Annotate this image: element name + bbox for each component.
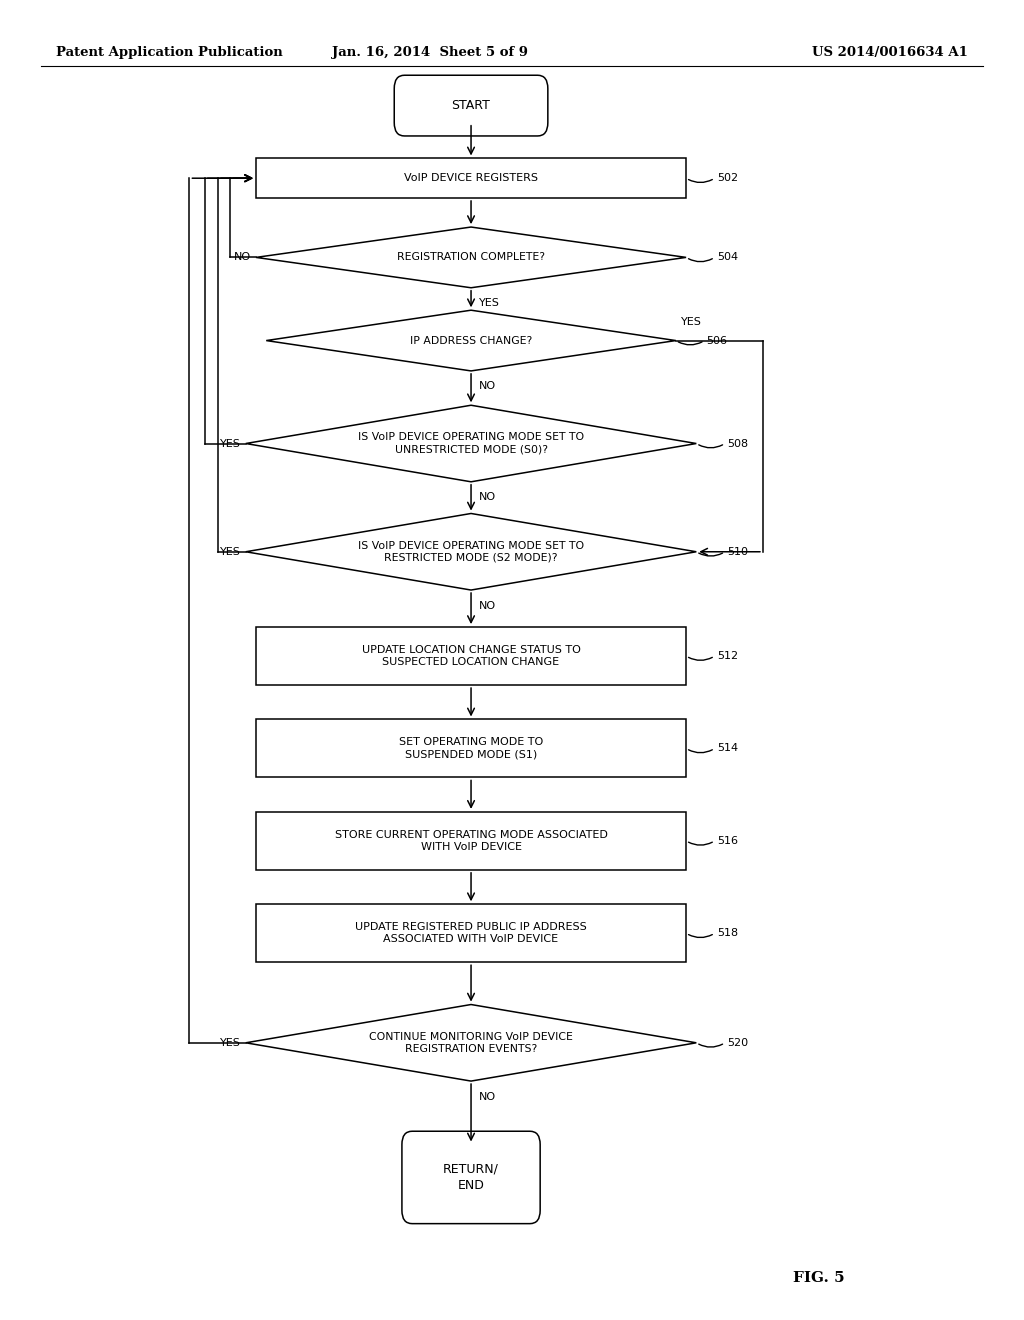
Text: 508: 508 <box>727 438 749 449</box>
Text: 518: 518 <box>717 928 738 939</box>
Text: 520: 520 <box>727 1038 749 1048</box>
Polygon shape <box>246 1005 696 1081</box>
Polygon shape <box>256 227 686 288</box>
Bar <box>256 627 686 685</box>
Text: YES: YES <box>681 317 701 327</box>
Text: NO: NO <box>233 252 251 263</box>
Bar <box>256 812 686 870</box>
Text: STORE CURRENT OPERATING MODE ASSOCIATED
WITH VoIP DEVICE: STORE CURRENT OPERATING MODE ASSOCIATED … <box>335 830 607 851</box>
Text: REGISTRATION COMPLETE?: REGISTRATION COMPLETE? <box>397 252 545 263</box>
Text: NO: NO <box>479 1092 497 1102</box>
Bar <box>256 158 686 198</box>
Text: 516: 516 <box>717 836 738 846</box>
Text: Patent Application Publication: Patent Application Publication <box>56 46 283 59</box>
FancyBboxPatch shape <box>401 1131 541 1224</box>
Text: 510: 510 <box>727 546 749 557</box>
Text: IS VoIP DEVICE OPERATING MODE SET TO
RESTRICTED MODE (S2 MODE)?: IS VoIP DEVICE OPERATING MODE SET TO RES… <box>358 541 584 562</box>
Text: YES: YES <box>220 1038 241 1048</box>
Text: VoIP DEVICE REGISTERS: VoIP DEVICE REGISTERS <box>404 173 538 183</box>
Text: NO: NO <box>479 381 497 392</box>
Text: IP ADDRESS CHANGE?: IP ADDRESS CHANGE? <box>410 335 532 346</box>
Text: Jan. 16, 2014  Sheet 5 of 9: Jan. 16, 2014 Sheet 5 of 9 <box>332 46 528 59</box>
Text: 502: 502 <box>717 173 738 183</box>
Text: UPDATE LOCATION CHANGE STATUS TO
SUSPECTED LOCATION CHANGE: UPDATE LOCATION CHANGE STATUS TO SUSPECT… <box>361 645 581 667</box>
Bar <box>256 719 686 777</box>
Text: RETURN/
END: RETURN/ END <box>443 1163 499 1192</box>
Bar <box>256 904 686 962</box>
Polygon shape <box>246 513 696 590</box>
Text: YES: YES <box>220 546 241 557</box>
Text: START: START <box>452 99 490 112</box>
Text: SET OPERATING MODE TO
SUSPENDED MODE (S1): SET OPERATING MODE TO SUSPENDED MODE (S1… <box>399 738 543 759</box>
Text: FIG. 5: FIG. 5 <box>794 1271 845 1284</box>
Text: NO: NO <box>479 601 497 611</box>
FancyBboxPatch shape <box>394 75 548 136</box>
Text: YES: YES <box>479 298 500 309</box>
Text: 512: 512 <box>717 651 738 661</box>
Text: YES: YES <box>220 438 241 449</box>
Text: 514: 514 <box>717 743 738 754</box>
Polygon shape <box>246 405 696 482</box>
Text: IS VoIP DEVICE OPERATING MODE SET TO
UNRESTRICTED MODE (S0)?: IS VoIP DEVICE OPERATING MODE SET TO UNR… <box>358 433 584 454</box>
Text: 504: 504 <box>717 252 738 263</box>
Text: 506: 506 <box>707 335 728 346</box>
Polygon shape <box>266 310 676 371</box>
Text: NO: NO <box>479 492 497 503</box>
Text: CONTINUE MONITORING VoIP DEVICE
REGISTRATION EVENTS?: CONTINUE MONITORING VoIP DEVICE REGISTRA… <box>369 1032 573 1053</box>
Text: UPDATE REGISTERED PUBLIC IP ADDRESS
ASSOCIATED WITH VoIP DEVICE: UPDATE REGISTERED PUBLIC IP ADDRESS ASSO… <box>355 923 587 944</box>
Text: US 2014/0016634 A1: US 2014/0016634 A1 <box>812 46 968 59</box>
